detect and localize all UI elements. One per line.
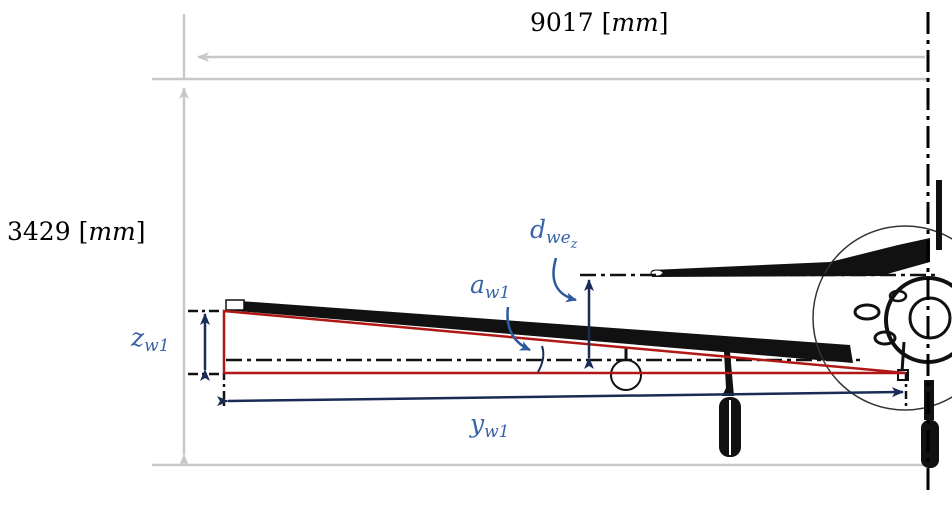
a-w1-label: aw1 — [470, 270, 510, 303]
exhaust-pipe — [900, 341, 906, 373]
dihedral-angle-arc — [537, 345, 545, 373]
spinner — [908, 296, 952, 340]
wingtip-outline — [225, 299, 245, 311]
propeller-disc — [812, 225, 952, 411]
span-dimension-label: 9017 [mm] — [530, 8, 669, 37]
y-w1-label: yw1 — [469, 409, 510, 442]
cowl-inlet-lower — [873, 330, 897, 346]
horizontal-tail — [652, 238, 930, 277]
underwing-store — [610, 359, 642, 391]
y-w1-dimension-arrow — [216, 387, 904, 407]
cowl-inlet-upper — [888, 289, 908, 303]
nose-gear-wheel — [921, 420, 939, 468]
z-w1-label: zw1 — [130, 323, 170, 356]
cowl-inlet-left — [853, 303, 881, 321]
wing-dihedral-triangle — [222, 309, 907, 375]
construction-lines — [152, 14, 930, 467]
d-wez-leader-arrow — [552, 257, 577, 303]
exhaust-stub — [897, 369, 909, 381]
a-w1-leader-arrow — [506, 306, 531, 352]
d-wez-label: dwez — [530, 215, 578, 252]
fuselage-edge — [936, 180, 942, 250]
height-dimension-label: 3429 [mm] — [7, 217, 146, 246]
main-wing — [226, 300, 853, 363]
